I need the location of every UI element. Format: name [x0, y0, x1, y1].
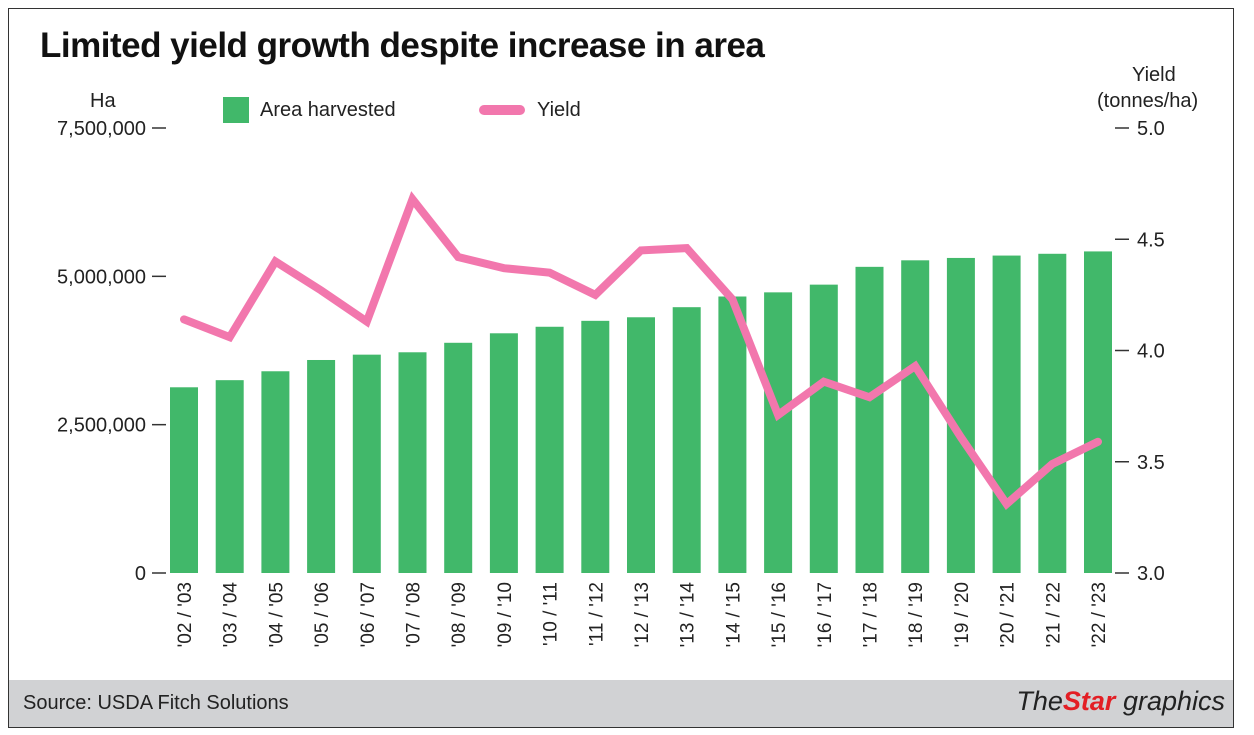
bar-area-harvested [718, 296, 747, 573]
bar-area-harvested [581, 320, 610, 573]
x-tick-label: '02 / '03 [175, 582, 196, 647]
left-tick-label: 2,500,000 [57, 415, 146, 437]
bar-area-harvested [627, 317, 655, 573]
right-axis-label-line1: Yield [1132, 64, 1176, 86]
x-tick-label: '22 / '23 [1089, 582, 1110, 647]
bar-area-harvested [398, 352, 427, 573]
footer: Source: USDA Fitch Solutions TheStar gra… [9, 680, 1233, 727]
right-tick-label: 4.5 [1137, 229, 1165, 251]
x-tick-label: '11 / '12 [586, 582, 607, 646]
x-tick-label: '05 / '06 [312, 582, 333, 647]
x-tick-label: '07 / '08 [404, 582, 425, 647]
x-tick-label: '09 / '10 [495, 582, 516, 647]
bar-area-harvested [1038, 253, 1067, 573]
x-tick-label: '19 / '20 [952, 582, 973, 647]
bar-area-harvested [992, 255, 1021, 574]
bar-area-harvested [170, 387, 198, 573]
right-axis-label-line2: (tonnes/ha) [1097, 90, 1199, 112]
chart-title: Limited yield growth despite increase in… [40, 26, 765, 65]
x-tick-label: '18 / '19 [906, 582, 927, 647]
x-tick-label: '03 / '04 [221, 582, 242, 648]
bar-area-harvested [901, 260, 930, 573]
bar-area-harvested [1084, 251, 1112, 573]
x-tick-label: '16 / '17 [815, 582, 836, 647]
bar-area-harvested [352, 354, 381, 573]
x-tick-label: '17 / '18 [861, 582, 882, 647]
right-tick-label: 5.0 [1137, 118, 1165, 140]
x-tick-label: '14 / '15 [723, 582, 744, 647]
x-tick-label: '13 / '14 [678, 582, 699, 648]
right-tick-label: 3.0 [1137, 563, 1165, 585]
thestar-logo: TheStar graphics [1016, 686, 1225, 717]
x-tick-label: '10 / '11 [541, 582, 562, 646]
bar-area-harvested [809, 284, 838, 573]
legend-label-area: Area harvested [260, 99, 396, 121]
legend-swatch-yield [479, 105, 525, 115]
left-tick-label: 0 [135, 563, 146, 585]
logo-the: The [1016, 686, 1063, 716]
bar-area-harvested [215, 380, 244, 573]
left-tick-label: 5,000,000 [57, 266, 146, 288]
legend-label-yield: Yield [537, 99, 581, 121]
bar-area-harvested [307, 359, 336, 573]
logo-star: Star [1062, 686, 1116, 716]
left-axis-label: Ha [90, 90, 116, 112]
bar-area-harvested [535, 326, 564, 573]
x-tick-label: '20 / '21 [998, 582, 1019, 647]
left-tick-label: 7,500,000 [57, 118, 146, 140]
bar-area-harvested [855, 266, 884, 573]
x-tick-label: '21 / '22 [1043, 582, 1064, 647]
bar-area-harvested [261, 371, 290, 573]
logo-graphics: graphics [1115, 686, 1225, 716]
bar-area-harvested [489, 333, 518, 573]
right-tick-label: 4.0 [1137, 341, 1165, 363]
source-note: Source: USDA Fitch Solutions [23, 692, 289, 714]
x-tick-label: '12 / '13 [632, 582, 653, 647]
bar-area-harvested [444, 342, 473, 573]
x-tick-label: '06 / '07 [358, 582, 379, 647]
x-tick-label: '15 / '16 [769, 582, 790, 647]
x-tick-label: '04 / '05 [266, 582, 287, 647]
bar-area-harvested [672, 307, 701, 573]
x-tick-label: '08 / '09 [449, 582, 470, 647]
bar-area-harvested [764, 292, 793, 573]
right-tick-label: 3.5 [1137, 452, 1165, 474]
legend-swatch-area [223, 97, 249, 123]
chart-frame [8, 8, 1234, 728]
